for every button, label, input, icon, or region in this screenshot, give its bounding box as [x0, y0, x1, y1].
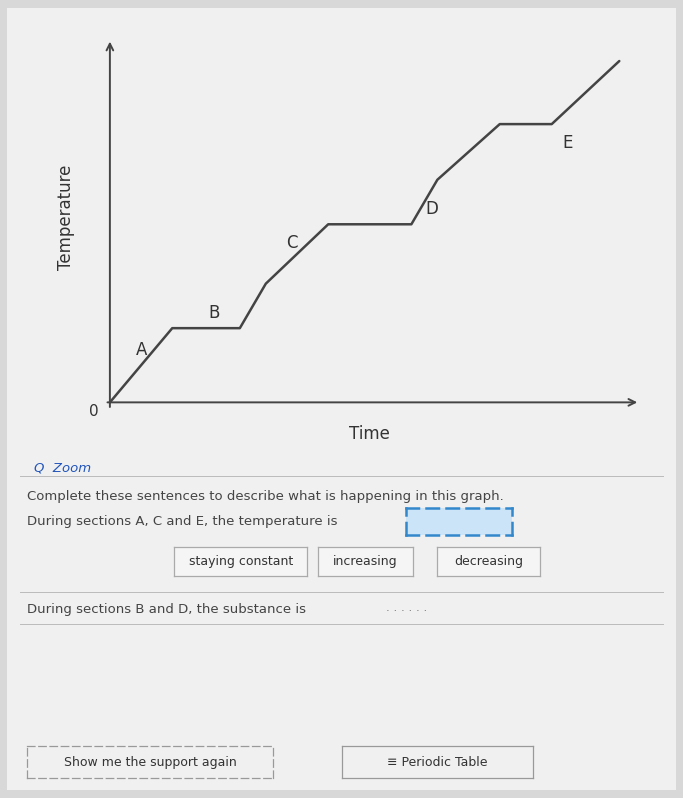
Text: D: D [426, 200, 438, 219]
Text: 0: 0 [89, 404, 99, 419]
Text: Temperature: Temperature [57, 164, 74, 270]
Text: ≡ Periodic Table: ≡ Periodic Table [387, 756, 488, 768]
Text: C: C [286, 234, 298, 252]
Text: Show me the support again: Show me the support again [64, 756, 236, 768]
Text: Q  Zoom: Q Zoom [34, 461, 92, 474]
Text: B: B [208, 304, 219, 322]
Text: staying constant: staying constant [189, 555, 293, 568]
Text: During sections B and D, the substance is: During sections B and D, the substance i… [27, 603, 311, 616]
Text: E: E [562, 133, 572, 152]
Text: Complete these sentences to describe what is happening in this graph.: Complete these sentences to describe wha… [27, 490, 504, 503]
Text: During sections A, C and E, the temperature is: During sections A, C and E, the temperat… [27, 516, 338, 528]
Text: A: A [135, 342, 147, 359]
Text: increasing: increasing [333, 555, 398, 568]
Text: . . . . . .: . . . . . . [386, 601, 427, 614]
Text: Time: Time [349, 425, 390, 443]
Text: decreasing: decreasing [454, 555, 523, 568]
